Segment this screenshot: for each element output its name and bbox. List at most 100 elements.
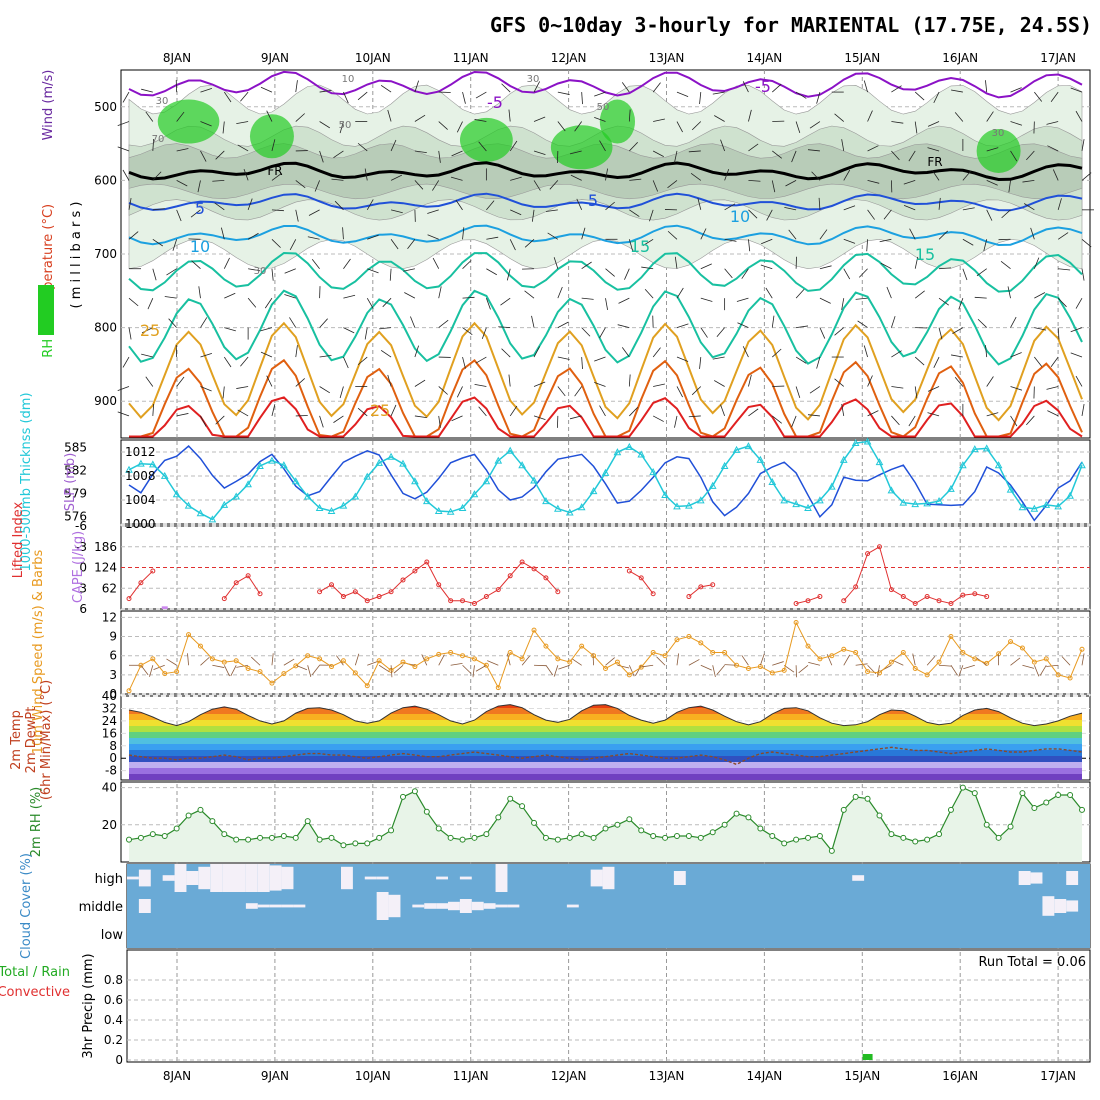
wind-point bbox=[340, 658, 346, 664]
wind-barb bbox=[451, 150, 463, 157]
thickness-point bbox=[327, 506, 336, 515]
wind-barb bbox=[438, 121, 448, 130]
wind-barb bbox=[271, 404, 276, 417]
temp-tick-label: -8 bbox=[105, 764, 117, 778]
surface-wind-barb bbox=[475, 664, 487, 672]
wind-barb bbox=[295, 209, 299, 222]
thickness-point bbox=[744, 442, 753, 450]
wind-barb bbox=[531, 315, 535, 328]
wind-point bbox=[817, 656, 823, 662]
temp-contour-5 bbox=[128, 192, 1083, 212]
wind-point bbox=[197, 643, 203, 649]
wind-barb bbox=[628, 374, 631, 387]
wind-barb bbox=[977, 318, 987, 328]
wind-barb bbox=[557, 356, 570, 360]
rh-point bbox=[602, 825, 609, 832]
rh-point bbox=[173, 825, 180, 832]
rh-point bbox=[126, 836, 132, 843]
wind-point bbox=[483, 662, 489, 668]
wind-barb bbox=[333, 415, 344, 423]
rh-point bbox=[924, 836, 931, 843]
thickness-point bbox=[172, 490, 181, 498]
surface-wind-barb bbox=[676, 653, 680, 666]
wind-barb bbox=[938, 197, 941, 210]
wind-point bbox=[209, 656, 215, 662]
wind-barb bbox=[319, 318, 328, 328]
li-tick-label: 0 bbox=[79, 561, 87, 575]
wind-barb bbox=[809, 121, 821, 129]
wind-barb bbox=[342, 227, 344, 240]
wind-barb bbox=[462, 327, 473, 335]
wind-barb bbox=[642, 238, 654, 246]
wind-point bbox=[245, 665, 251, 671]
day-label-top: 14JAN bbox=[747, 51, 783, 65]
wind-barb bbox=[570, 174, 582, 181]
cape-tick-label: 124 bbox=[94, 561, 117, 575]
rh-high-patch bbox=[249, 114, 294, 159]
surface-wind-barb bbox=[187, 653, 189, 666]
wind-barb bbox=[145, 111, 154, 122]
wind-point bbox=[698, 640, 704, 646]
temp-tick-label: 24 bbox=[102, 714, 117, 728]
cloud-cell-high bbox=[210, 864, 223, 892]
thickness-point bbox=[708, 481, 717, 489]
li-point bbox=[340, 594, 346, 600]
surface-wind-barb bbox=[393, 664, 404, 674]
wind-barb bbox=[176, 413, 189, 417]
wind-barb bbox=[599, 140, 606, 152]
temp-color-band bbox=[129, 762, 1082, 768]
wind-barb bbox=[700, 228, 707, 240]
li-tick-label: 6 bbox=[79, 602, 87, 616]
thickness-point bbox=[613, 448, 622, 456]
wind-barb bbox=[427, 209, 439, 214]
surface-wind-barb bbox=[798, 664, 809, 674]
li-point bbox=[245, 573, 251, 579]
thickness-point bbox=[816, 496, 824, 504]
thickness-point bbox=[280, 461, 288, 469]
wind-barb bbox=[382, 297, 392, 308]
rh-point bbox=[507, 795, 514, 802]
wind-barb bbox=[475, 91, 487, 99]
surface-wind-barb bbox=[506, 653, 511, 666]
wind-barb bbox=[712, 91, 725, 95]
thickness-point bbox=[994, 461, 1003, 469]
li-point bbox=[543, 575, 549, 581]
wind-barb bbox=[819, 297, 831, 304]
wind-barb bbox=[807, 149, 820, 152]
wind-point bbox=[281, 671, 287, 677]
wind-barb bbox=[260, 86, 273, 93]
cloud-cell-middle bbox=[138, 899, 151, 913]
wind-point bbox=[412, 664, 418, 670]
cape-bar bbox=[161, 606, 168, 609]
wind-barb bbox=[390, 139, 397, 152]
surface-wind-barb bbox=[545, 665, 554, 676]
rh-point bbox=[721, 821, 728, 828]
cloud-cell-middle bbox=[293, 904, 306, 908]
wind-barb bbox=[667, 230, 678, 240]
wind-tick-label: 6 bbox=[109, 649, 117, 663]
wind-barb bbox=[699, 92, 702, 105]
surface-wind-barb bbox=[1033, 665, 1040, 677]
surface-wind-barb bbox=[1039, 665, 1047, 676]
li-point bbox=[257, 591, 263, 597]
wind-barb bbox=[531, 209, 535, 222]
rh-point bbox=[161, 832, 168, 839]
temp-contour-15 bbox=[128, 251, 1083, 293]
cloud-cell-high bbox=[245, 864, 258, 892]
mb-tick-label: 600 bbox=[94, 173, 117, 187]
temp-tick-label: 0 bbox=[109, 751, 117, 765]
cloud-cell-high bbox=[436, 876, 448, 880]
temp-fill-group bbox=[129, 704, 1082, 780]
wind-barb bbox=[1010, 415, 1018, 427]
wind-point bbox=[126, 688, 132, 694]
wind-barb bbox=[688, 415, 701, 418]
rh-point bbox=[280, 832, 287, 839]
day-label-top: 13JAN bbox=[649, 51, 685, 65]
wind-barb bbox=[462, 91, 466, 104]
wind-barb bbox=[214, 202, 225, 211]
wind-barb bbox=[986, 209, 993, 221]
wind-barb bbox=[785, 180, 797, 187]
wind-barb bbox=[1007, 286, 1011, 299]
wind-barb bbox=[319, 121, 330, 129]
thickness-point bbox=[1018, 503, 1027, 511]
